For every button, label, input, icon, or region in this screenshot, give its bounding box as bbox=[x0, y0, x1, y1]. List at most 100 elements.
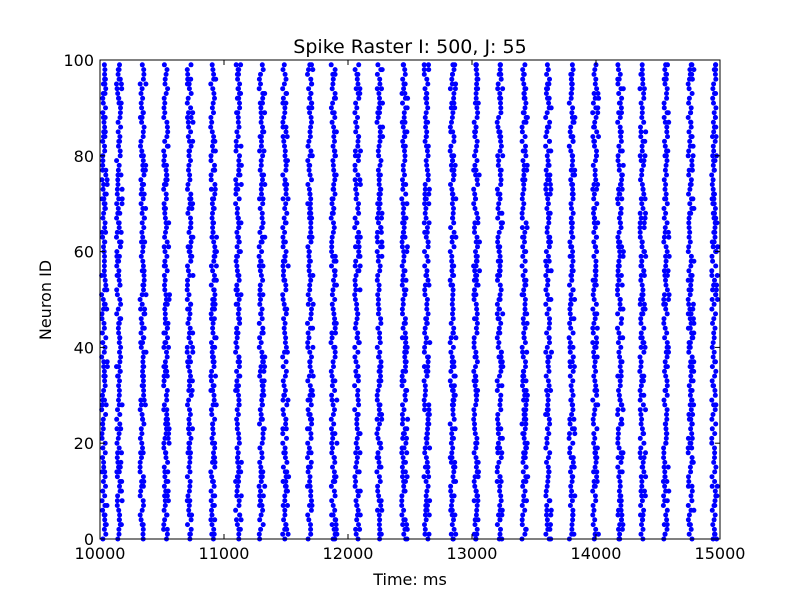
spike-point bbox=[548, 105, 554, 111]
spike-point bbox=[400, 177, 405, 183]
spike-point bbox=[523, 119, 529, 125]
spike-point bbox=[523, 388, 529, 393]
spike-point bbox=[686, 474, 691, 480]
spike-point bbox=[546, 335, 552, 341]
spike-point bbox=[102, 124, 108, 130]
spike-point bbox=[101, 364, 107, 370]
spike-point bbox=[404, 105, 410, 111]
spike-point bbox=[521, 234, 527, 240]
spike-point bbox=[329, 201, 335, 207]
spike-point bbox=[190, 426, 195, 432]
spike-point bbox=[546, 100, 552, 106]
spike-point bbox=[237, 320, 243, 326]
spike-point bbox=[329, 249, 335, 255]
spike-point bbox=[282, 253, 288, 259]
spike-point bbox=[141, 124, 147, 130]
spike-point bbox=[332, 349, 338, 355]
spike-point bbox=[402, 91, 408, 96]
spike-point bbox=[521, 91, 527, 96]
spike-point bbox=[376, 196, 382, 202]
spike-point bbox=[450, 191, 456, 197]
spike-point bbox=[686, 100, 692, 106]
spike-point bbox=[400, 325, 406, 331]
spike-point bbox=[283, 124, 289, 130]
spike-point bbox=[378, 225, 384, 231]
spike-point bbox=[399, 306, 405, 312]
spike-point bbox=[426, 62, 431, 68]
spike-point bbox=[164, 124, 170, 130]
spike-point bbox=[663, 210, 669, 216]
spike-point bbox=[495, 421, 501, 427]
spike-point bbox=[377, 526, 383, 532]
spike-point bbox=[569, 522, 575, 528]
spike-point bbox=[640, 512, 646, 518]
spike-point bbox=[116, 320, 122, 326]
spike-point bbox=[283, 167, 289, 173]
spike-point bbox=[401, 220, 407, 226]
spike-point bbox=[522, 426, 528, 432]
spike-point bbox=[375, 292, 381, 298]
spike-point bbox=[354, 435, 360, 441]
spike-point bbox=[258, 412, 264, 417]
spike-point bbox=[137, 297, 143, 302]
spike-point bbox=[352, 292, 358, 298]
spike-point bbox=[640, 402, 646, 408]
spike-point bbox=[475, 459, 481, 465]
spike-point bbox=[283, 335, 289, 341]
spike-point bbox=[238, 62, 244, 68]
spike-point bbox=[401, 531, 407, 537]
spike-point bbox=[402, 330, 408, 336]
spike-point bbox=[101, 134, 106, 140]
spike-point bbox=[424, 306, 430, 312]
spike-point bbox=[664, 330, 670, 336]
spike-point bbox=[185, 95, 191, 101]
spike-point bbox=[546, 431, 552, 437]
spike-point bbox=[354, 105, 360, 111]
spike-point bbox=[638, 412, 644, 417]
spike-point bbox=[713, 359, 718, 365]
spike-point bbox=[100, 421, 106, 427]
spike-point bbox=[184, 287, 190, 293]
spike-point bbox=[615, 455, 621, 461]
spike-point bbox=[567, 311, 573, 317]
spike-point bbox=[329, 440, 335, 446]
spike-point bbox=[451, 244, 457, 250]
spike-point bbox=[426, 407, 432, 413]
spike-point bbox=[403, 368, 409, 374]
spike-point bbox=[260, 277, 266, 283]
spike-point bbox=[283, 416, 289, 422]
spike-point bbox=[163, 263, 168, 269]
spike-point bbox=[453, 234, 459, 240]
spike-point bbox=[594, 474, 600, 480]
spike-point bbox=[236, 464, 242, 470]
spike-point bbox=[519, 517, 525, 523]
spike-point bbox=[523, 100, 529, 106]
spike-point bbox=[591, 191, 597, 197]
spike-point bbox=[257, 459, 263, 465]
spike-point bbox=[590, 340, 596, 346]
spike-point bbox=[400, 522, 406, 528]
spike-point bbox=[353, 359, 359, 365]
spike-point bbox=[103, 531, 109, 537]
spike-point bbox=[375, 325, 381, 331]
spike-point bbox=[234, 129, 240, 135]
spike-point bbox=[687, 186, 693, 192]
spike-point bbox=[522, 306, 528, 312]
spike-point bbox=[664, 416, 670, 422]
spike-point bbox=[377, 330, 383, 336]
spike-point bbox=[664, 383, 670, 389]
spike-point bbox=[374, 249, 380, 255]
spike-point bbox=[710, 143, 716, 149]
spike-point bbox=[140, 153, 146, 159]
spike-point bbox=[308, 488, 314, 494]
spike-point bbox=[211, 239, 217, 245]
y-tick-label: 100 bbox=[63, 51, 94, 70]
spike-point bbox=[374, 119, 380, 125]
spike-point bbox=[495, 206, 501, 211]
spike-point bbox=[711, 301, 717, 307]
spike-point bbox=[104, 503, 110, 508]
spike-point bbox=[184, 349, 190, 355]
spike-point bbox=[399, 196, 405, 202]
spike-point bbox=[711, 100, 716, 106]
spike-point bbox=[280, 244, 286, 250]
